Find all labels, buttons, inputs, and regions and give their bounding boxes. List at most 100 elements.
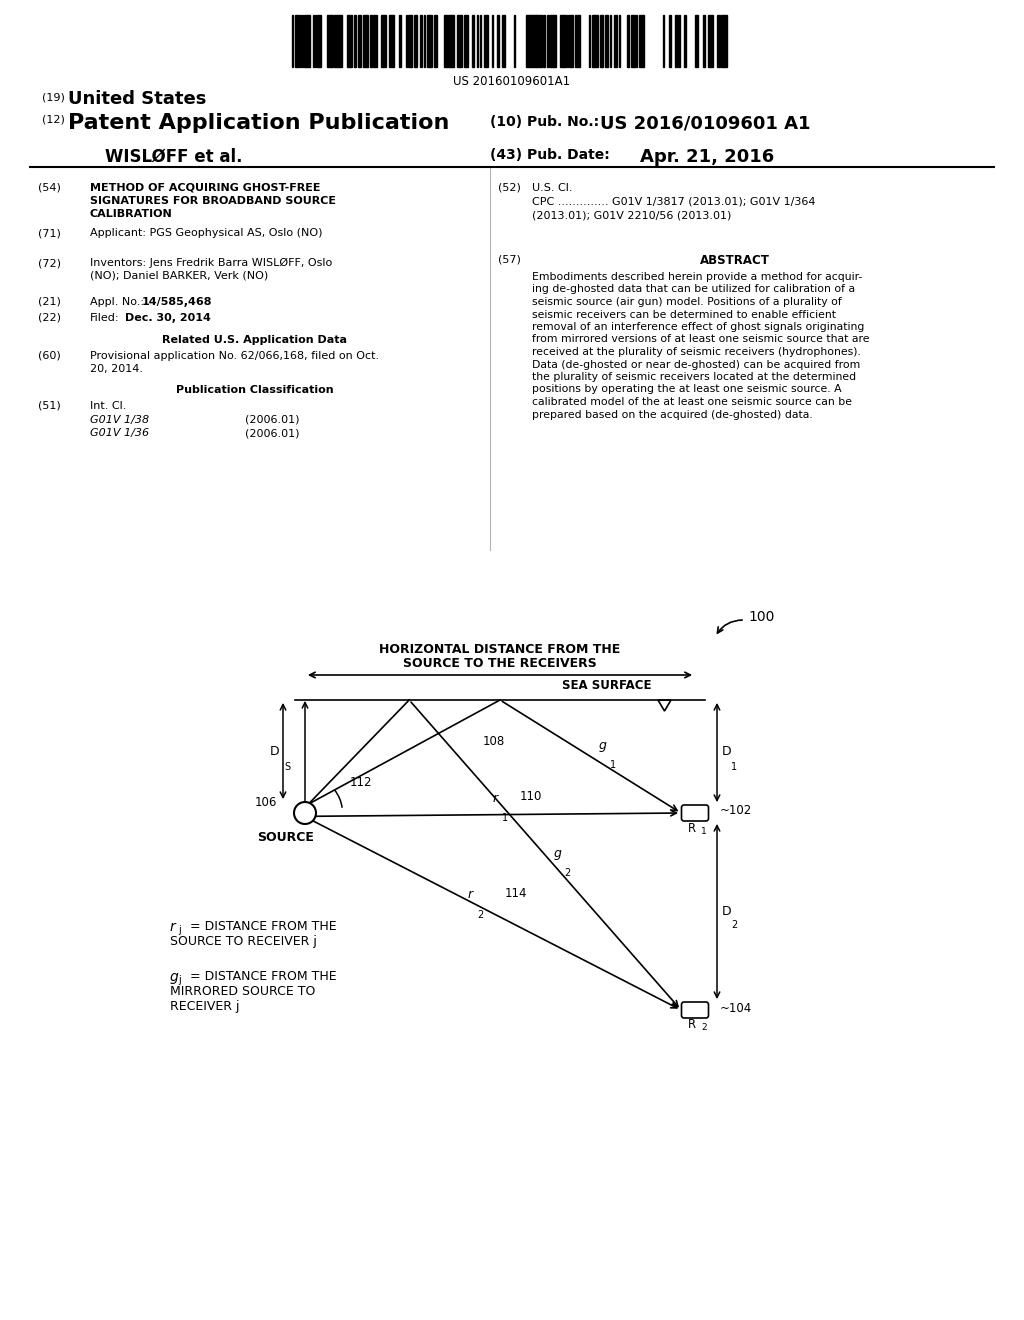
Text: 110: 110 [520, 791, 543, 804]
Text: positions by operating the at least one seismic source. A: positions by operating the at least one … [532, 384, 842, 395]
Bar [503, 15, 505, 67]
Text: g: g [170, 970, 179, 983]
Text: S: S [284, 762, 290, 771]
Bar [553, 15, 555, 67]
Bar [547, 15, 549, 67]
Bar [447, 15, 450, 67]
Text: ABSTRACT: ABSTRACT [700, 253, 770, 267]
Bar [399, 15, 401, 67]
Text: R: R [688, 821, 696, 834]
Bar [709, 15, 712, 67]
Bar [631, 15, 634, 67]
Text: G01V 1/38: G01V 1/38 [90, 414, 150, 425]
Bar [340, 15, 342, 67]
Bar [724, 15, 727, 67]
Text: 100: 100 [748, 610, 774, 624]
Text: (2006.01): (2006.01) [245, 428, 299, 438]
Text: (22): (22) [38, 313, 61, 323]
Bar [675, 15, 677, 67]
Text: SEA SURFACE: SEA SURFACE [562, 678, 652, 692]
Bar [295, 15, 299, 67]
Bar [331, 15, 333, 67]
Text: US 2016/0109601 A1: US 2016/0109601 A1 [600, 115, 811, 133]
Text: removal of an interference effect of ghost signals originating: removal of an interference effect of gho… [532, 322, 864, 333]
FancyBboxPatch shape [682, 805, 709, 821]
Text: 2: 2 [477, 909, 483, 920]
Text: g: g [553, 847, 561, 861]
Bar [614, 15, 617, 67]
Bar [306, 15, 308, 67]
Bar [485, 15, 487, 67]
Bar [464, 15, 466, 67]
Text: SOURCE TO RECEIVER j: SOURCE TO RECEIVER j [170, 935, 316, 948]
Text: ~104: ~104 [720, 1002, 753, 1015]
Bar [390, 15, 393, 67]
Bar [578, 15, 580, 67]
Text: 1: 1 [502, 813, 508, 822]
Text: 14/585,468: 14/585,468 [142, 297, 213, 308]
Text: SIGNATURES FOR BROADBAND SOURCE: SIGNATURES FOR BROADBAND SOURCE [90, 195, 336, 206]
Text: SOURCE: SOURCE [257, 832, 314, 843]
Bar [497, 15, 499, 67]
Bar [335, 15, 338, 67]
Text: (12): (12) [42, 115, 65, 125]
Text: Apr. 21, 2016: Apr. 21, 2016 [640, 148, 774, 166]
Text: United States: United States [68, 90, 207, 108]
Text: Appl. No.:: Appl. No.: [90, 297, 144, 308]
Bar [430, 15, 432, 67]
Text: g: g [599, 738, 606, 751]
Text: CPC .............. G01V 1/3817 (2013.01); G01V 1/364: CPC .............. G01V 1/3817 (2013.01)… [532, 197, 815, 207]
Text: Publication Classification: Publication Classification [176, 385, 334, 395]
Text: 1: 1 [701, 826, 707, 836]
Bar [575, 15, 578, 67]
Text: (51): (51) [38, 401, 60, 411]
Text: Filed:: Filed: [90, 313, 120, 323]
Text: ~102: ~102 [720, 804, 753, 817]
Text: Int. Cl.: Int. Cl. [90, 401, 126, 411]
Bar [370, 15, 372, 67]
Bar [318, 15, 321, 67]
Text: SOURCE TO THE RECEIVERS: SOURCE TO THE RECEIVERS [403, 657, 597, 671]
Text: Embodiments described herein provide a method for acquir-: Embodiments described herein provide a m… [532, 272, 862, 282]
Text: from mirrored versions of at least one seismic source that are: from mirrored versions of at least one s… [532, 334, 869, 345]
Text: seismic source (air gun) model. Positions of a plurality of: seismic source (air gun) model. Position… [532, 297, 842, 308]
Text: (52): (52) [498, 183, 521, 193]
Text: (10) Pub. No.:: (10) Pub. No.: [490, 115, 599, 129]
Bar [383, 15, 385, 67]
Bar [408, 15, 411, 67]
Text: (21): (21) [38, 297, 60, 308]
Text: 2: 2 [701, 1023, 707, 1032]
Bar [594, 15, 597, 67]
Text: Provisional application No. 62/066,168, filed on Oct.: Provisional application No. 62/066,168, … [90, 351, 379, 360]
Bar [366, 15, 368, 67]
Bar [457, 15, 459, 67]
Bar [532, 15, 534, 67]
Text: G01V 1/36: G01V 1/36 [90, 428, 150, 438]
Text: (72): (72) [38, 257, 61, 268]
Text: j: j [178, 925, 181, 935]
Text: HORIZONTAL DISTANCE FROM THE: HORIZONTAL DISTANCE FROM THE [379, 643, 621, 656]
Bar [349, 15, 351, 67]
Bar [678, 15, 680, 67]
Text: D: D [269, 744, 279, 758]
Bar [627, 15, 629, 67]
Text: seismic receivers can be determined to enable efficient: seismic receivers can be determined to e… [532, 309, 836, 319]
Text: ing de-ghosted data that can be utilized for calibration of a: ing de-ghosted data that can be utilized… [532, 285, 855, 294]
Bar [696, 15, 698, 67]
Text: RECEIVER j: RECEIVER j [170, 1001, 240, 1012]
Text: (2006.01): (2006.01) [245, 414, 299, 425]
Text: the plurality of seismic receivers located at the determined: the plurality of seismic receivers locat… [532, 372, 856, 381]
Text: r: r [170, 920, 176, 935]
Text: 108: 108 [482, 735, 505, 748]
Bar [414, 15, 416, 67]
Bar [639, 15, 643, 67]
Bar [537, 15, 540, 67]
Text: Patent Application Publication: Patent Application Publication [68, 114, 450, 133]
Text: WISLØFF et al.: WISLØFF et al. [105, 148, 243, 166]
Bar [562, 15, 564, 67]
Text: prepared based on the acquired (de-ghosted) data.: prepared based on the acquired (de-ghost… [532, 409, 813, 420]
Text: US 20160109601A1: US 20160109601A1 [454, 75, 570, 88]
Bar [564, 15, 566, 67]
Bar [328, 15, 330, 67]
Bar [528, 15, 532, 67]
